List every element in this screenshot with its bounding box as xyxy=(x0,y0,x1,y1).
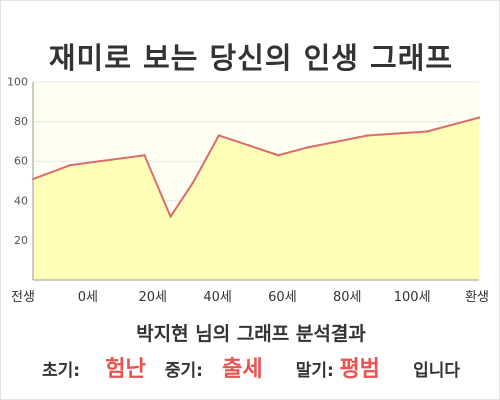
data-point xyxy=(143,154,146,157)
series-line xyxy=(32,116,480,218)
ending-text: 입니다 xyxy=(413,361,460,381)
x-tick-label: 0세 xyxy=(78,290,98,305)
x-tick-label: 20세 xyxy=(138,290,167,305)
data-point xyxy=(247,144,250,147)
x-tick-label: 환생 xyxy=(465,290,489,305)
x-tick-label: 40세 xyxy=(203,290,232,305)
middle-value: 출세 xyxy=(222,357,263,382)
data-point xyxy=(68,163,72,167)
x-tick-label: 60세 xyxy=(268,290,297,305)
data-point xyxy=(366,134,369,137)
x-tick-label: 전생 xyxy=(11,290,35,305)
data-point xyxy=(425,130,429,133)
area-fill xyxy=(33,117,479,280)
data-point xyxy=(169,215,172,218)
data-point xyxy=(277,154,280,157)
data-point xyxy=(191,181,195,185)
analysis-heading: 박지현 님의 그래프 분석결과 xyxy=(136,323,366,345)
middle-label: 중기: xyxy=(164,361,203,381)
page-title: 재미로 보는 당신의 인생 그래프 xyxy=(48,41,454,75)
early-label: 초기: xyxy=(41,361,81,381)
data-point xyxy=(306,146,310,149)
life-graph-chart: 20 40 60 80 100 전생 0세 20세 40세 60세 80세 100세 환생 xyxy=(7,76,489,306)
late-label: 말기: xyxy=(295,361,334,381)
y-tick-label: 40 xyxy=(14,194,28,207)
data-point xyxy=(477,116,481,119)
y-tick-label: 60 xyxy=(14,155,28,168)
x-tick-label: 80세 xyxy=(333,290,362,305)
analysis-result: 초기: 험난 중기: 출세 말기: 평범 입니다 xyxy=(1,351,500,383)
y-tick-label: 20 xyxy=(14,234,28,247)
late-value: 평범 xyxy=(339,357,380,382)
data-point xyxy=(217,134,221,137)
early-value: 험난 xyxy=(105,357,146,382)
x-tick-label: 100세 xyxy=(394,290,431,305)
y-tick-label: 100 xyxy=(7,76,28,89)
y-tick-label: 80 xyxy=(14,115,28,128)
